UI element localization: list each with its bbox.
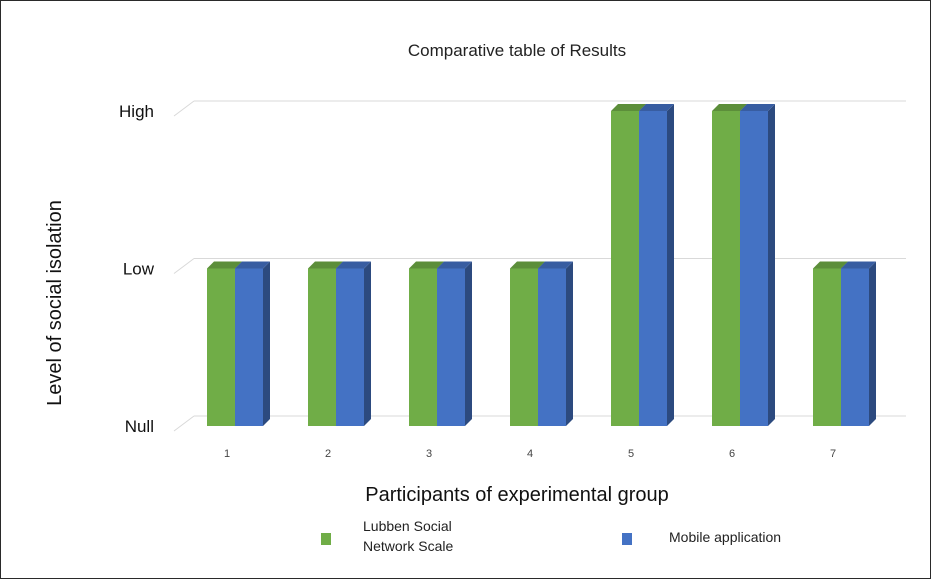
bar-front — [308, 268, 336, 426]
legend-label: Lubben Social — [363, 518, 452, 534]
x-tick-label: 4 — [527, 448, 533, 460]
bar-mobile-2 — [336, 261, 371, 426]
x-tick-label: 2 — [325, 448, 331, 460]
bar-side — [263, 261, 270, 426]
legend: Lubben Social Network Scale Mobile applica… — [321, 518, 781, 554]
legend-swatch — [622, 533, 632, 545]
bar-top — [611, 104, 646, 111]
bar-top — [740, 104, 775, 111]
bar-top — [437, 261, 472, 269]
bar-top — [409, 261, 444, 269]
bar-side — [667, 104, 674, 426]
bar-top — [510, 261, 545, 269]
x-tick-label: 1 — [224, 448, 230, 460]
legend-label: Network Scale — [363, 538, 453, 554]
y-tick-label: Low — [123, 260, 155, 279]
bar-front — [437, 268, 465, 426]
x-tick-labels: 1 2 3 4 5 6 7 — [224, 448, 836, 460]
bar-top — [336, 261, 371, 269]
bars — [207, 104, 876, 426]
bar-front — [639, 111, 667, 426]
bar-mobile-5 — [639, 104, 674, 426]
legend-item-lubben: Lubben Social Network Scale — [321, 518, 453, 554]
bar-front — [740, 111, 768, 426]
bar-front — [712, 111, 740, 426]
x-tick-label: 7 — [830, 448, 836, 460]
bar-side — [465, 261, 472, 426]
x-tick-label: 5 — [628, 448, 634, 460]
legend-label: Mobile application — [669, 529, 781, 545]
bar-mobile-6 — [740, 104, 775, 426]
x-axis-label: Participants of experimental group — [365, 484, 669, 506]
legend-swatch — [321, 533, 331, 545]
bar-side — [364, 261, 371, 426]
x-tick-label: 6 — [729, 448, 735, 460]
bar-top — [235, 261, 270, 269]
bar-mobile-3 — [437, 261, 472, 426]
bar-front — [510, 268, 538, 426]
bar-front — [336, 268, 364, 426]
bar-side — [768, 104, 775, 426]
bar-front — [409, 268, 437, 426]
bar-front — [841, 268, 869, 426]
bar-top — [639, 104, 674, 111]
bar-mobile-7 — [841, 261, 876, 426]
x-tick-label: 3 — [426, 448, 432, 460]
gridline-depth — [173, 415, 195, 432]
bar-front — [813, 268, 841, 426]
y-tick-labels: Null Low High — [119, 102, 155, 436]
chart-title: Comparative table of Results — [408, 41, 626, 60]
bar-top — [308, 261, 343, 269]
bar-top — [813, 261, 848, 269]
bar-mobile-1 — [235, 261, 270, 426]
bar-front — [611, 111, 639, 426]
legend-item-mobile: Mobile application — [622, 529, 781, 545]
bar-side — [566, 261, 573, 426]
bar-front — [207, 268, 235, 426]
bar-front — [538, 268, 566, 426]
gridline-depth — [173, 100, 195, 117]
bar-top — [538, 261, 573, 269]
bar-front — [235, 268, 263, 426]
y-tick-label: High — [119, 102, 154, 121]
bar-top — [207, 261, 242, 269]
y-axis-label: Level of social isolation — [44, 200, 66, 406]
bar-top — [841, 261, 876, 269]
bar-top — [712, 104, 747, 111]
gridline-depth — [173, 258, 195, 274]
y-tick-label: Null — [125, 417, 154, 436]
bar-mobile-4 — [538, 261, 573, 426]
bar-side — [869, 261, 876, 426]
